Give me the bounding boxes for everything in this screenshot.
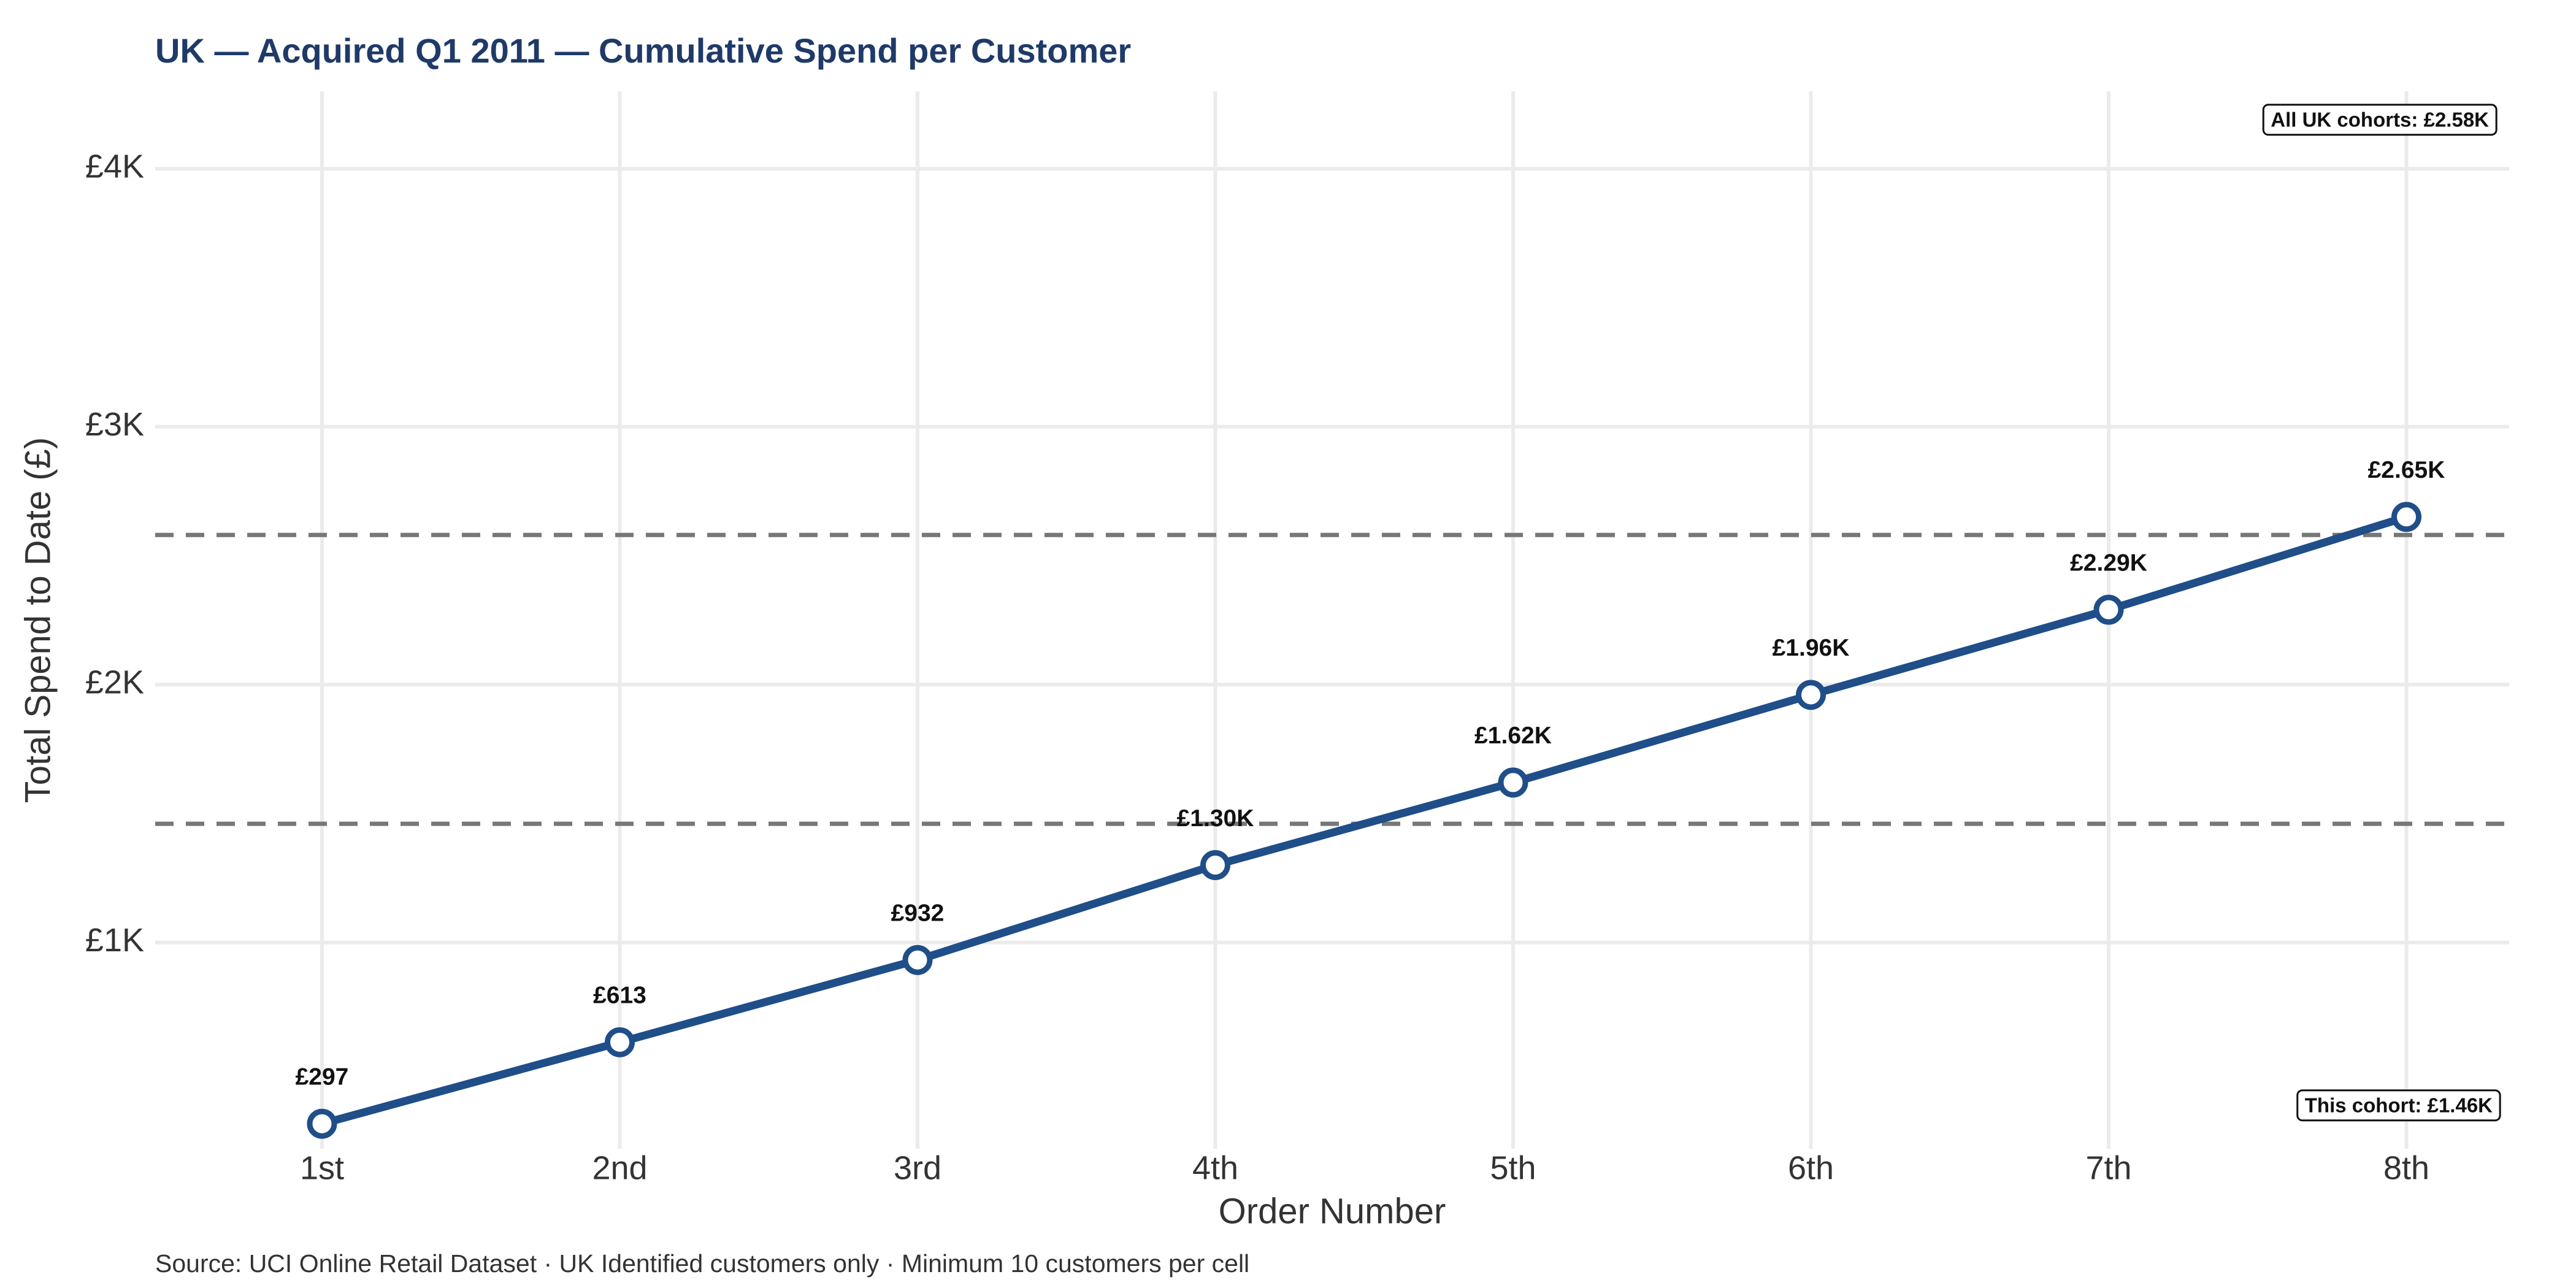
y-tick-label: £4K [85,148,144,185]
y-tick-label: £3K [85,406,144,443]
point [1498,767,1528,798]
annotation: This cohort: £1.46K [2296,1089,2501,1122]
series-line [321,513,2408,1128]
data-label: £297 [296,1064,349,1091]
annotation-text: All UK cohorts: £2.58K [2271,109,2489,131]
source-note: Source: UCI Online Retail Dataset · UK I… [155,1249,1249,1278]
data-label: £613 [593,983,646,1009]
x-tick-label: 3rd [894,1149,941,1186]
y-axis-title: Total Spend to Date (£) [18,437,58,803]
x-tick-label: 5th [1490,1149,1536,1186]
point [2391,502,2421,532]
x-tick-label: 7th [2085,1149,2131,1186]
annotation-text: This cohort: £1.46K [2305,1094,2493,1117]
x-tick-label: 6th [1788,1149,1834,1186]
y-tick-label: £2K [85,664,144,700]
x-tick-label: 8th [2383,1149,2429,1186]
data-label: £2.29K [2070,550,2147,576]
chart-title: UK — Acquired Q1 2011 — Cumulative Spend… [155,31,1131,70]
point [902,945,933,975]
point [1796,680,1826,710]
annotation: All UK cohorts: £2.58K [2262,104,2497,136]
data-label: £1.96K [1773,635,1850,661]
data-label: £1.62K [1474,723,1552,749]
point [605,1027,635,1057]
point [2093,594,2124,625]
point [1200,849,1230,880]
x-tick-label: 1st [300,1149,344,1186]
x-tick-label: 4th [1192,1149,1238,1186]
y-tick-label: £1K [85,922,144,959]
x-tick-label: 2nd [592,1149,647,1186]
data-label: £2.65K [2368,457,2445,483]
data-label: £932 [891,900,945,926]
point [307,1108,337,1139]
x-axis-title: Order Number [1219,1191,1446,1231]
data-label: £1.30K [1177,805,1254,832]
annotation-box [2262,104,2497,136]
annotation-box [2296,1089,2501,1122]
